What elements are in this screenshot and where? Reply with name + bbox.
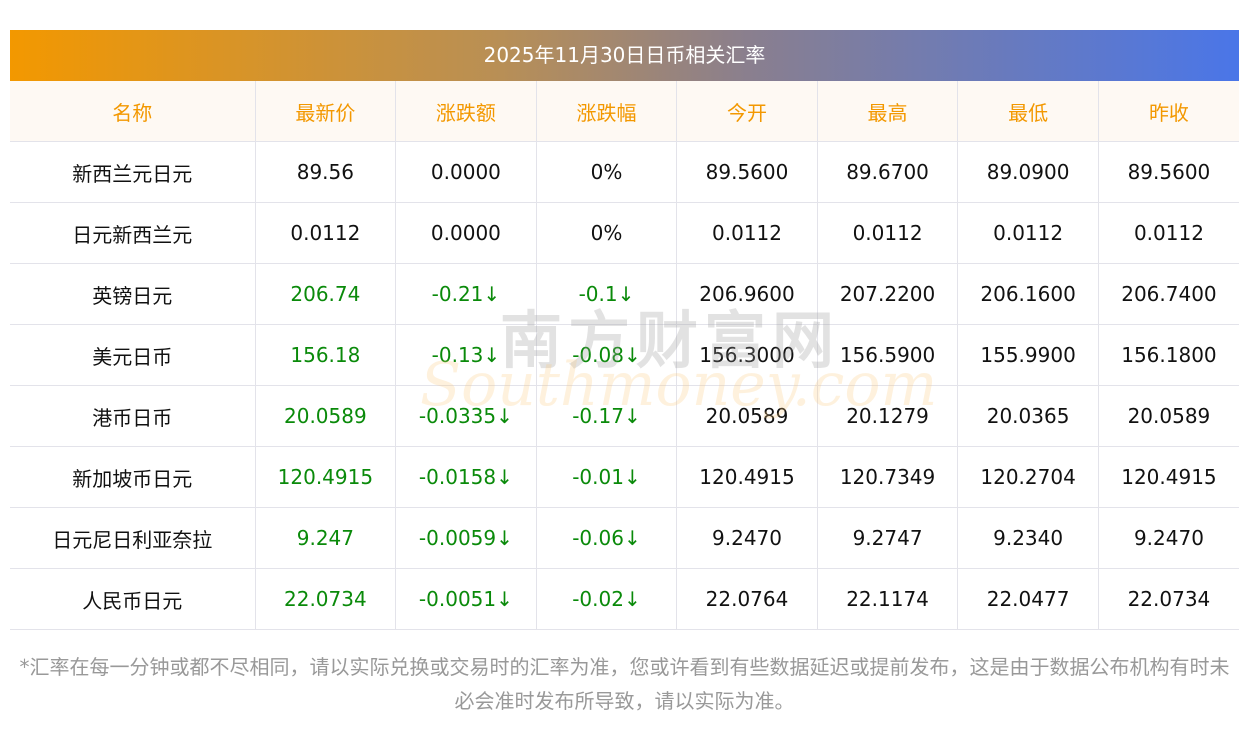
rate-cell: -0.01↓ xyxy=(535,446,678,508)
rate-cell: 206.9600 xyxy=(676,263,818,325)
column-header: 最新价 xyxy=(254,81,397,142)
table-row: 日元尼日利亚奈拉 9.247 -0.0059↓ -0.06↓ 9.2470 9.2747 9… xyxy=(10,507,1239,569)
rate-cell: -0.08↓ xyxy=(535,324,678,386)
rate-cell: 120.4915 xyxy=(254,446,397,508)
rate-cell: 0.0112 xyxy=(254,202,397,264)
rate-cell: 156.1800 xyxy=(1097,324,1239,386)
rate-cell: 22.0764 xyxy=(676,568,818,630)
rate-cell: 89.6700 xyxy=(816,141,959,203)
rate-cell: 89.0900 xyxy=(957,141,1099,203)
rate-cell: 0.0000 xyxy=(395,141,537,203)
disclaimer-note: *汇率在每一分钟或都不尽相同，请以实际兑换或交易时的汇率为准，您或许看到有些数据… xyxy=(19,655,1230,713)
rate-cell: 22.0734 xyxy=(1097,568,1239,630)
header-row: 名称 最新价 涨跌额 涨跌幅 今开 最高 最低 昨收 xyxy=(10,81,1239,142)
rate-cell: 20.0589 xyxy=(254,385,397,447)
rate-cell: 89.5600 xyxy=(1097,141,1239,203)
rate-cell: 156.3000 xyxy=(676,324,818,386)
rate-cell: 120.7349 xyxy=(816,446,959,508)
rate-cell: 207.2200 xyxy=(816,263,959,325)
rate-cell: 0.0112 xyxy=(957,202,1099,264)
rate-cell: -0.0158↓ xyxy=(395,446,537,508)
column-header: 涨跌幅 xyxy=(535,81,678,142)
rate-cell: 9.247 xyxy=(254,507,397,569)
rate-cell: 20.0589 xyxy=(1097,385,1239,447)
column-header: 名称 xyxy=(10,81,256,142)
rate-cell: 0% xyxy=(535,202,678,264)
table-title: 2025年11月30日日币相关汇率 xyxy=(10,30,1239,81)
rate-cell: -0.17↓ xyxy=(535,385,678,447)
rate-cell: 9.2470 xyxy=(676,507,818,569)
rate-cell: 89.56 xyxy=(254,141,397,203)
table-row: 美元日币 156.18 -0.13↓ -0.08↓ 156.3000 156.5900 15… xyxy=(10,324,1239,386)
rate-cell: 206.74 xyxy=(254,263,397,325)
currency-pair-name: 日元尼日利亚奈拉 xyxy=(10,507,256,569)
rate-cell: -0.06↓ xyxy=(535,507,678,569)
exchange-rate-table: 名称 最新价 涨跌额 涨跌幅 今开 最高 最低 昨收 新西兰元日元 89.56 0.0000 0% 8… xyxy=(10,81,1239,630)
rate-cell: 206.7400 xyxy=(1097,263,1239,325)
rate-cell: 206.1600 xyxy=(957,263,1099,325)
column-header: 涨跌额 xyxy=(395,81,537,142)
currency-pair-name: 港币日币 xyxy=(10,385,256,447)
rate-cell: -0.0051↓ xyxy=(395,568,537,630)
rate-cell: 0.0112 xyxy=(1097,202,1239,264)
rate-cell: -0.0059↓ xyxy=(395,507,537,569)
column-header: 今开 xyxy=(676,81,818,142)
rate-cell: -0.0335↓ xyxy=(395,385,537,447)
rate-cell: 22.0734 xyxy=(254,568,397,630)
rate-cell: 120.4915 xyxy=(676,446,818,508)
rate-cell: 20.1279 xyxy=(816,385,959,447)
table-row: 港币日币 20.0589 -0.0335↓ -0.17↓ 20.0589 20.1279 2… xyxy=(10,385,1239,447)
table-row: 新加坡币日元 120.4915 -0.0158↓ -0.01↓ 120.4915 120.… xyxy=(10,446,1239,508)
rate-cell: -0.1↓ xyxy=(535,263,678,325)
currency-pair-name: 美元日币 xyxy=(10,324,256,386)
rate-cell: 0% xyxy=(535,141,678,203)
rate-cell: 0.0112 xyxy=(676,202,818,264)
rate-cell: 20.0365 xyxy=(957,385,1099,447)
rate-cell: -0.02↓ xyxy=(535,568,678,630)
table-row: 英镑日元 206.74 -0.21↓ -0.1↓ 206.9600 207.2200 206… xyxy=(10,263,1239,325)
table-row: 新西兰元日元 89.56 0.0000 0% 89.5600 89.6700 89.0900… xyxy=(10,141,1239,203)
rate-cell: 9.2470 xyxy=(1097,507,1239,569)
column-header: 昨收 xyxy=(1097,81,1239,142)
rate-cell: -0.13↓ xyxy=(395,324,537,386)
rate-cell: 156.5900 xyxy=(816,324,959,386)
rate-cell: 155.9900 xyxy=(957,324,1099,386)
currency-pair-name: 日元新西兰元 xyxy=(10,202,256,264)
column-header: 最低 xyxy=(957,81,1099,142)
rate-cell: 120.4915 xyxy=(1097,446,1239,508)
currency-pair-name: 新加坡币日元 xyxy=(10,446,256,508)
rate-cell: 0.0000 xyxy=(395,202,537,264)
rate-cell: 9.2340 xyxy=(957,507,1099,569)
table-row: 日元新西兰元 0.0112 0.0000 0% 0.0112 0.0112 0.0112 0.… xyxy=(10,202,1239,264)
rate-cell: 89.5600 xyxy=(676,141,818,203)
rate-cell: 156.18 xyxy=(254,324,397,386)
currency-pair-name: 新西兰元日元 xyxy=(10,141,256,203)
rate-cell: 22.0477 xyxy=(957,568,1099,630)
table-row: 人民币日元 22.0734 -0.0051↓ -0.02↓ 22.0764 22.1174… xyxy=(10,568,1239,630)
rate-cell: 20.0589 xyxy=(676,385,818,447)
rate-cell: 120.2704 xyxy=(957,446,1099,508)
rate-cell: -0.21↓ xyxy=(395,263,537,325)
currency-pair-name: 人民币日元 xyxy=(10,568,256,630)
rate-cell: 22.1174 xyxy=(816,568,959,630)
rate-cell: 9.2747 xyxy=(816,507,959,569)
rate-cell: 0.0112 xyxy=(816,202,959,264)
currency-pair-name: 英镑日元 xyxy=(10,263,256,325)
column-header: 最高 xyxy=(816,81,959,142)
